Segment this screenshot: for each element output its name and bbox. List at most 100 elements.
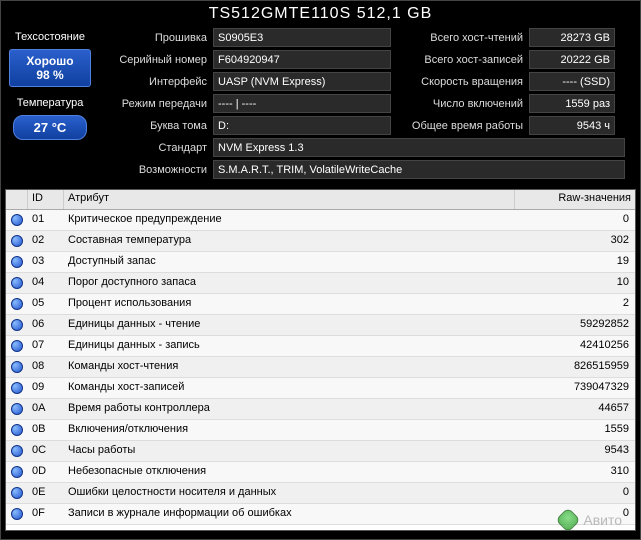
status-bullet-icon: [6, 483, 28, 503]
col-header-raw[interactable]: Raw-значения: [515, 190, 635, 209]
cell-attribute: Ошибки целостности носителя и данных: [64, 483, 515, 503]
info-label: Скорость вращения: [395, 76, 525, 88]
table-row[interactable]: 02Составная температура302: [6, 231, 635, 252]
info-value: 28273 GB: [529, 28, 615, 47]
cell-raw: 42410256: [515, 336, 635, 356]
info-value: D:: [213, 116, 391, 135]
cell-attribute: Включения/отключения: [64, 420, 515, 440]
table-row[interactable]: 0AВремя работы контроллера44657: [6, 399, 635, 420]
table-row[interactable]: 05Процент использования2: [6, 294, 635, 315]
table-row[interactable]: 0CЧасы работы9543: [6, 441, 635, 462]
info-label: Общее время работы: [395, 120, 525, 132]
cell-attribute: Критическое предупреждение: [64, 210, 515, 230]
cell-attribute: Составная температура: [64, 231, 515, 251]
cell-attribute: Порог доступного запаса: [64, 273, 515, 293]
status-bullet-icon: [6, 294, 28, 314]
cell-raw: 2: [515, 294, 635, 314]
info-label: Возможности: [99, 164, 209, 176]
cell-id: 0D: [28, 462, 64, 482]
cell-id: 05: [28, 294, 64, 314]
info-value: F604920947: [213, 50, 391, 69]
cell-id: 09: [28, 378, 64, 398]
cell-raw: 44657: [515, 399, 635, 419]
table-row[interactable]: 04Порог доступного запаса10: [6, 273, 635, 294]
health-status-percent: 98 %: [12, 68, 88, 82]
info-label: Режим передачи: [99, 98, 209, 110]
table-row[interactable]: 0BВключения/отключения1559: [6, 420, 635, 441]
status-bullet-icon: [6, 441, 28, 461]
cell-attribute: Команды хост-записей: [64, 378, 515, 398]
cell-id: 0F: [28, 504, 64, 524]
cell-id: 0B: [28, 420, 64, 440]
col-header-id[interactable]: ID: [28, 190, 64, 209]
table-row[interactable]: 0EОшибки целостности носителя и данных0: [6, 483, 635, 504]
table-row[interactable]: 0DНебезопасные отключения310: [6, 462, 635, 483]
info-label: Буква тома: [99, 120, 209, 132]
table-row[interactable]: 07Единицы данных - запись42410256: [6, 336, 635, 357]
col-header-bullet: [6, 190, 28, 209]
cell-attribute: Время работы контроллера: [64, 399, 515, 419]
table-row[interactable]: 03Доступный запас19: [6, 252, 635, 273]
cell-id: 0C: [28, 441, 64, 461]
info-label: Стандарт: [99, 142, 209, 154]
attributes-table: ID Атрибут Raw-значения 01Критическое пр…: [5, 189, 636, 531]
cell-id: 06: [28, 315, 64, 335]
info-label: Всего хост-записей: [395, 54, 525, 66]
cell-attribute: Небезопасные отключения: [64, 462, 515, 482]
info-value: 1559 раз: [529, 94, 615, 113]
health-status-text: Хорошо: [12, 54, 88, 68]
table-row[interactable]: 09Команды хост-записей739047329: [6, 378, 635, 399]
cell-attribute: Единицы данных - чтение: [64, 315, 515, 335]
status-bullet-icon: [6, 357, 28, 377]
cell-attribute: Доступный запас: [64, 252, 515, 272]
cell-id: 03: [28, 252, 64, 272]
temperature-value: 27 °C: [34, 120, 67, 135]
info-value: S0905E3: [213, 28, 391, 47]
temperature-box[interactable]: 27 °C: [13, 115, 87, 140]
status-bullet-icon: [6, 462, 28, 482]
status-bullet-icon: [6, 336, 28, 356]
info-value: NVM Express 1.3: [213, 138, 625, 157]
cell-raw: 0: [515, 210, 635, 230]
status-bullet-icon: [6, 399, 28, 419]
table-row[interactable]: 06Единицы данных - чтение59292852: [6, 315, 635, 336]
table-row[interactable]: 0FЗаписи в журнале информации об ошибках…: [6, 504, 635, 525]
cell-id: 0A: [28, 399, 64, 419]
status-bullet-icon: [6, 252, 28, 272]
table-row[interactable]: 01Критическое предупреждение0: [6, 210, 635, 231]
status-bullet-icon: [6, 231, 28, 251]
cell-attribute: Процент использования: [64, 294, 515, 314]
health-status-label: Техсостояние: [7, 27, 93, 49]
avito-logo-icon: [556, 507, 581, 532]
cell-raw: 9543: [515, 441, 635, 461]
cell-raw: 1559: [515, 420, 635, 440]
info-label: Всего хост-чтений: [395, 32, 525, 44]
cell-raw: 739047329: [515, 378, 635, 398]
info-value: 9543 ч: [529, 116, 615, 135]
cell-id: 01: [28, 210, 64, 230]
cell-raw: 59292852: [515, 315, 635, 335]
cell-id: 0E: [28, 483, 64, 503]
info-value: 20222 GB: [529, 50, 615, 69]
cell-raw: 10: [515, 273, 635, 293]
info-label: Интерфейс: [99, 76, 209, 88]
cell-id: 08: [28, 357, 64, 377]
health-status-box[interactable]: Хорошо 98 %: [9, 49, 91, 87]
info-value: ---- | ----: [213, 94, 391, 113]
col-header-attribute[interactable]: Атрибут: [64, 190, 515, 209]
info-label: Число включений: [395, 98, 525, 110]
status-bullet-icon: [6, 210, 28, 230]
status-bullet-icon: [6, 504, 28, 524]
cell-raw: 310: [515, 462, 635, 482]
status-bullet-icon: [6, 378, 28, 398]
cell-attribute: Команды хост-чтения: [64, 357, 515, 377]
table-row[interactable]: 08Команды хост-чтения826515959: [6, 357, 635, 378]
temperature-label: Температура: [7, 93, 93, 115]
cell-raw: 0: [515, 483, 635, 503]
info-label: Серийный номер: [99, 54, 209, 66]
cell-id: 02: [28, 231, 64, 251]
cell-attribute: Единицы данных - запись: [64, 336, 515, 356]
status-bullet-icon: [6, 315, 28, 335]
drive-title: TS512GMTE110S 512,1 GB: [1, 1, 640, 27]
status-bullet-icon: [6, 273, 28, 293]
